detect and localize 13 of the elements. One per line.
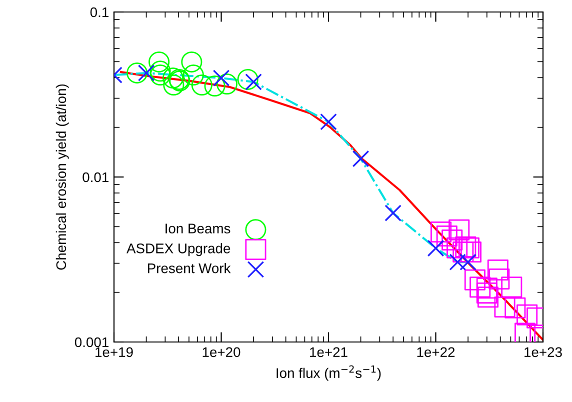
x-tick-label: 1e+20 xyxy=(202,347,240,358)
x-tick-label: 1e+21 xyxy=(310,347,348,358)
legend-label: Ion Beams xyxy=(166,224,230,234)
x-axis-title: Ion flux (m$^{−2}$s$^{−1}$) xyxy=(276,365,381,381)
x-tick-label: 1e+22 xyxy=(417,347,455,358)
x-tick-label: 1e+23 xyxy=(524,347,562,358)
legend-label: Present Work xyxy=(148,263,231,274)
x-tick-label: 1e+19 xyxy=(96,347,133,358)
y-axis-title: Chemical erosion yield (at/ion) xyxy=(56,84,69,270)
y-tick-label: 0.01 xyxy=(82,172,108,182)
y-tick-label: 0.1 xyxy=(90,7,108,18)
y-tick-label: 0.001 xyxy=(74,337,108,348)
legend-label: ASDEX Upgrade xyxy=(126,243,230,256)
